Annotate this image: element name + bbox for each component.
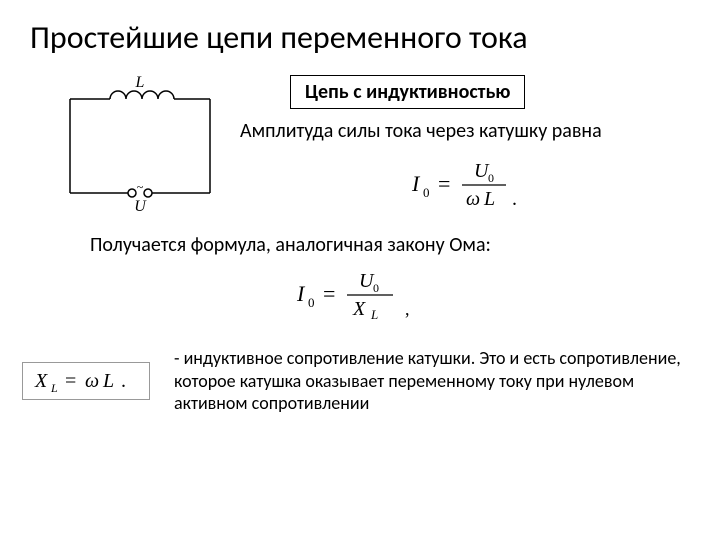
svg-text:0: 0 bbox=[423, 185, 430, 200]
formula-i0-xl: I 0 = U 0 X L , bbox=[30, 267, 690, 323]
svg-text:=: = bbox=[438, 171, 450, 196]
inductive-resistance-text: - индуктивное сопротивление катушки. Это… bbox=[174, 347, 690, 415]
svg-text:I: I bbox=[296, 281, 306, 306]
svg-text:,: , bbox=[405, 299, 410, 319]
svg-text:L: L bbox=[102, 370, 114, 392]
svg-text:0: 0 bbox=[308, 295, 315, 310]
right-column: Цепь с индуктивностью Амплитуда силы ток… bbox=[250, 75, 690, 225]
formula-i0-wl: I 0 = U 0 ω L . bbox=[250, 157, 690, 213]
svg-text:ω: ω bbox=[466, 188, 480, 210]
svg-text:.: . bbox=[121, 370, 126, 392]
svg-text:X: X bbox=[352, 298, 366, 320]
svg-text:=: = bbox=[323, 281, 335, 306]
svg-text:0: 0 bbox=[373, 281, 379, 295]
label-L: L bbox=[135, 75, 145, 91]
svg-text:.: . bbox=[512, 188, 517, 210]
svg-text:L: L bbox=[483, 188, 495, 210]
ac-symbol: ~ bbox=[137, 180, 144, 194]
label-U: U bbox=[134, 198, 147, 215]
section-label-box: Цепь с индуктивностью bbox=[290, 75, 525, 109]
slide: Простейшие цепи переменного тока bbox=[0, 0, 720, 435]
amplitude-text: Амплитуда силы тока через катушку равна bbox=[240, 119, 690, 143]
bottom-row: X L = ω L . - индуктивное сопротивление … bbox=[30, 347, 690, 415]
svg-text:L: L bbox=[50, 381, 58, 395]
svg-text:I: I bbox=[411, 171, 421, 196]
ohm-analogy-text: Получается формула, аналогичная закону О… bbox=[90, 233, 690, 257]
page-title: Простейшие цепи переменного тока bbox=[30, 18, 690, 57]
svg-text:L: L bbox=[370, 307, 378, 322]
svg-text:0: 0 bbox=[488, 171, 494, 185]
xl-formula-box: X L = ω L . bbox=[22, 362, 150, 400]
row-circuit-and-text: ~ L U Цепь с индуктивностью Амплитуда си… bbox=[30, 75, 690, 225]
svg-text:=: = bbox=[65, 370, 76, 392]
svg-text:ω: ω bbox=[85, 370, 99, 392]
svg-text:X: X bbox=[34, 370, 48, 392]
circuit-diagram: ~ L U bbox=[50, 75, 230, 215]
